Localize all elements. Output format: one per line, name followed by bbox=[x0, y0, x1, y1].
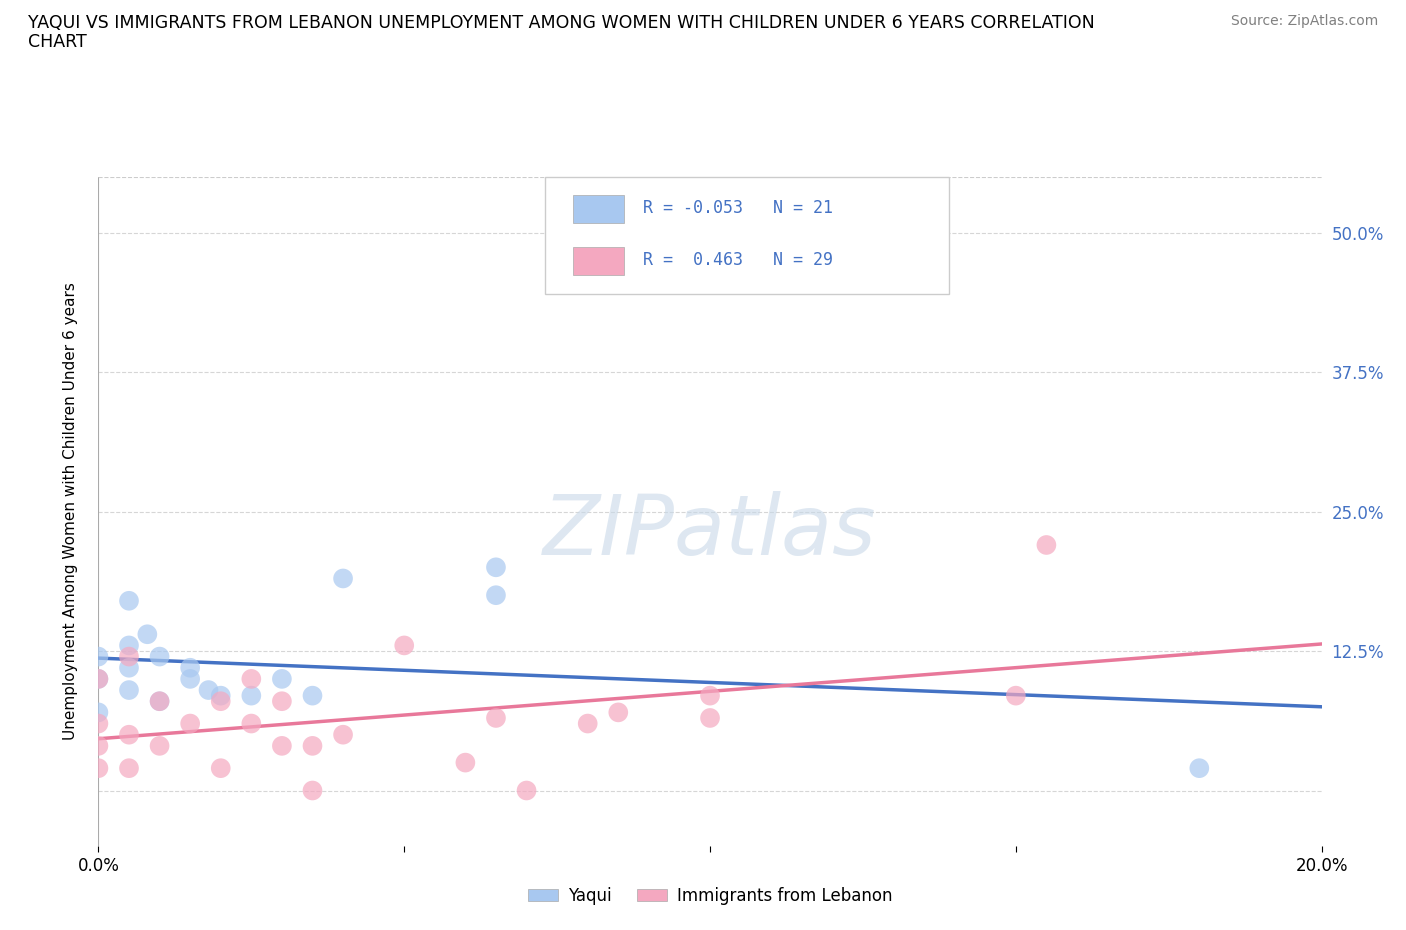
Point bbox=[87, 705, 110, 720]
Point bbox=[209, 688, 232, 703]
Point bbox=[1035, 538, 1057, 552]
Text: R = -0.053   N = 21: R = -0.053 N = 21 bbox=[643, 198, 832, 217]
Bar bbox=[574, 247, 624, 275]
Point bbox=[149, 738, 172, 753]
Text: YAQUI VS IMMIGRANTS FROM LEBANON UNEMPLOYMENT AMONG WOMEN WITH CHILDREN UNDER 6 : YAQUI VS IMMIGRANTS FROM LEBANON UNEMPLO… bbox=[28, 14, 1095, 32]
Point bbox=[1188, 761, 1211, 776]
Point bbox=[332, 727, 354, 742]
Point bbox=[149, 694, 172, 709]
Point bbox=[209, 694, 232, 709]
Point bbox=[118, 761, 141, 776]
Point bbox=[392, 638, 416, 653]
Point bbox=[240, 671, 263, 686]
Point bbox=[301, 688, 323, 703]
Point bbox=[699, 688, 721, 703]
Legend: Yaqui, Immigrants from Lebanon: Yaqui, Immigrants from Lebanon bbox=[522, 881, 898, 911]
FancyBboxPatch shape bbox=[546, 177, 949, 294]
Point bbox=[118, 683, 141, 698]
Text: R =  0.463   N = 29: R = 0.463 N = 29 bbox=[643, 251, 832, 269]
Y-axis label: Unemployment Among Women with Children Under 6 years: Unemployment Among Women with Children U… bbox=[63, 283, 77, 740]
Point bbox=[179, 716, 201, 731]
Point bbox=[87, 649, 110, 664]
Point bbox=[454, 755, 477, 770]
Point bbox=[87, 716, 110, 731]
Text: Source: ZipAtlas.com: Source: ZipAtlas.com bbox=[1230, 14, 1378, 28]
Point bbox=[197, 683, 219, 698]
Point bbox=[485, 711, 508, 725]
Point bbox=[87, 671, 110, 686]
Point bbox=[179, 660, 201, 675]
Point bbox=[485, 588, 508, 603]
Point bbox=[240, 716, 263, 731]
Text: ZIPatlas: ZIPatlas bbox=[543, 491, 877, 572]
Point bbox=[516, 783, 538, 798]
Point bbox=[485, 560, 508, 575]
Point bbox=[270, 694, 292, 709]
Point bbox=[270, 738, 292, 753]
Point bbox=[607, 705, 630, 720]
Point bbox=[149, 694, 172, 709]
Point bbox=[118, 660, 141, 675]
Point bbox=[576, 716, 599, 731]
Point bbox=[209, 761, 232, 776]
Point bbox=[87, 761, 110, 776]
Point bbox=[118, 593, 141, 608]
Point bbox=[1004, 688, 1026, 703]
Text: CHART: CHART bbox=[28, 33, 87, 50]
Point bbox=[699, 711, 721, 725]
Point bbox=[149, 649, 172, 664]
Point bbox=[332, 571, 354, 586]
Bar bbox=[574, 194, 624, 223]
Point bbox=[118, 638, 141, 653]
Point bbox=[87, 738, 110, 753]
Point bbox=[179, 671, 201, 686]
Point bbox=[270, 671, 292, 686]
Point bbox=[240, 688, 263, 703]
Point bbox=[301, 738, 323, 753]
Point bbox=[118, 649, 141, 664]
Point bbox=[301, 783, 323, 798]
Point bbox=[87, 671, 110, 686]
Point bbox=[118, 727, 141, 742]
Point bbox=[136, 627, 159, 642]
